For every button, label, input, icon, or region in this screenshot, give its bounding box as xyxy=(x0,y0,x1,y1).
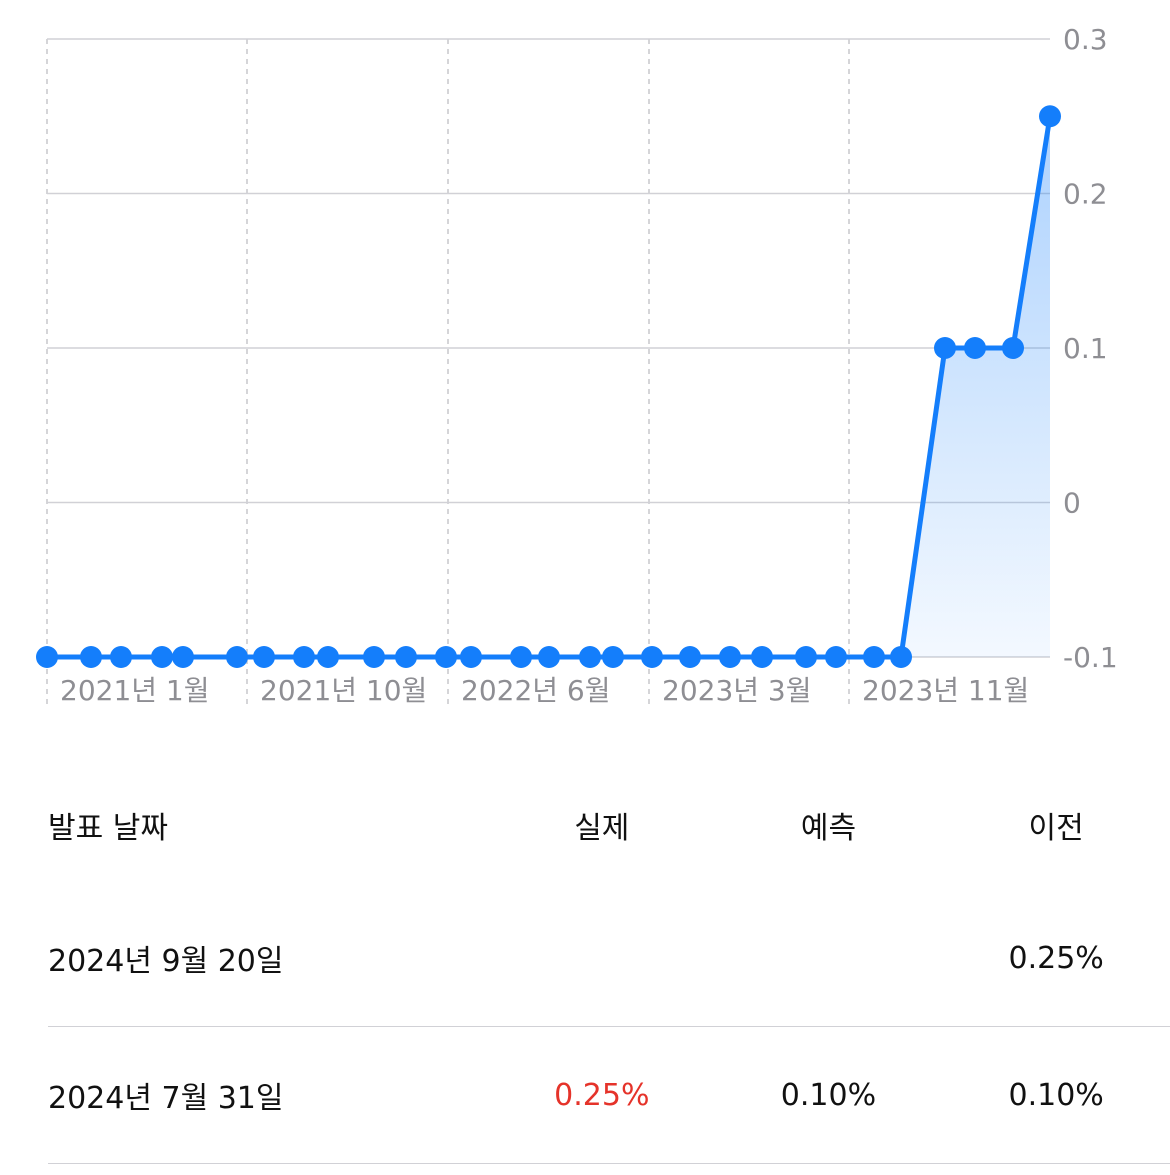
data-point[interactable] xyxy=(1002,337,1024,359)
y-tick-label: -0.1 xyxy=(1063,641,1118,674)
data-point[interactable] xyxy=(395,646,417,668)
row-previous: 0.10% xyxy=(942,1026,1170,1164)
data-point[interactable] xyxy=(538,646,560,668)
data-point[interactable] xyxy=(460,646,482,668)
data-points xyxy=(36,105,1061,668)
vertical-gridlines xyxy=(46,39,850,705)
data-point[interactable] xyxy=(602,646,624,668)
y-tick-label: 0.1 xyxy=(1063,332,1108,365)
area-fill xyxy=(901,116,1050,657)
table-row: 2024년 7월 31일 0.25% 0.10% 0.10% xyxy=(48,1026,1170,1164)
header-actual: 실제 xyxy=(574,811,630,846)
series-line xyxy=(47,115,1053,660)
header-previous: 이전 xyxy=(1028,811,1084,846)
data-point[interactable] xyxy=(110,646,132,668)
data-point[interactable] xyxy=(964,337,986,359)
data-point[interactable] xyxy=(172,646,194,668)
data-point[interactable] xyxy=(510,646,532,668)
x-tick-label: 2023년 11월 xyxy=(862,674,1029,707)
header-date: 발표 날짜 xyxy=(48,811,168,846)
data-point[interactable] xyxy=(317,646,339,668)
y-tick-label: 0 xyxy=(1063,487,1081,520)
data-point[interactable] xyxy=(1039,105,1061,128)
data-point[interactable] xyxy=(226,646,248,668)
header-forecast: 예측 xyxy=(800,811,857,846)
data-point[interactable] xyxy=(795,646,817,668)
data-point[interactable] xyxy=(253,646,275,668)
y-tick-label: 0.2 xyxy=(1063,178,1108,211)
data-point[interactable] xyxy=(751,646,773,668)
row-date: 2024년 7월 31일 xyxy=(48,1026,489,1164)
data-point[interactable] xyxy=(151,646,173,668)
row-previous: 0.25% xyxy=(942,890,1170,1027)
row-date: 2024년 9월 20일 xyxy=(48,890,489,1027)
data-point[interactable] xyxy=(863,646,885,668)
data-point[interactable] xyxy=(825,646,847,668)
x-tick-label: 2022년 6월 xyxy=(461,674,611,707)
y-axis-ticks: 0.3 0.2 0.1 0 -0.1 xyxy=(1063,23,1118,674)
row-forecast xyxy=(714,890,943,1027)
data-point[interactable] xyxy=(80,646,102,668)
x-tick-label: 2021년 1월 xyxy=(60,674,210,707)
x-tick-label: 2021년 10월 xyxy=(260,674,427,707)
data-point[interactable] xyxy=(36,646,58,668)
row-actual xyxy=(489,890,715,1027)
rate-chart: 0.3 0.2 0.1 0 -0.1 2021년 1월 2021년 10월 2022년 6월… xyxy=(36,23,1118,707)
table-row: 2024년 9월 20일 0.25% xyxy=(48,890,1170,1027)
data-point[interactable] xyxy=(641,646,663,668)
data-point[interactable] xyxy=(435,646,457,668)
x-tick-label: 2023년 3월 xyxy=(662,674,812,707)
data-point[interactable] xyxy=(579,646,601,668)
data-point[interactable] xyxy=(719,646,741,668)
history-table: 발표 날짜 실제 예측 이전 2024년 9월 20일 0.25% 2024년 … xyxy=(48,760,1170,1164)
data-point[interactable] xyxy=(293,646,315,668)
table-header-row: 발표 날짜 실제 예측 이전 xyxy=(48,760,1170,890)
data-point[interactable] xyxy=(363,646,385,668)
data-point[interactable] xyxy=(934,337,956,359)
y-tick-label: 0.3 xyxy=(1063,23,1108,56)
data-point[interactable] xyxy=(679,646,701,668)
row-forecast: 0.10% xyxy=(714,1026,943,1164)
x-axis-ticks: 2021년 1월 2021년 10월 2022년 6월 2023년 3월 2023년 1… xyxy=(60,674,1029,707)
horizontal-gridlines xyxy=(47,38,1050,658)
row-actual: 0.25% xyxy=(489,1026,715,1164)
data-point[interactable] xyxy=(890,646,912,668)
